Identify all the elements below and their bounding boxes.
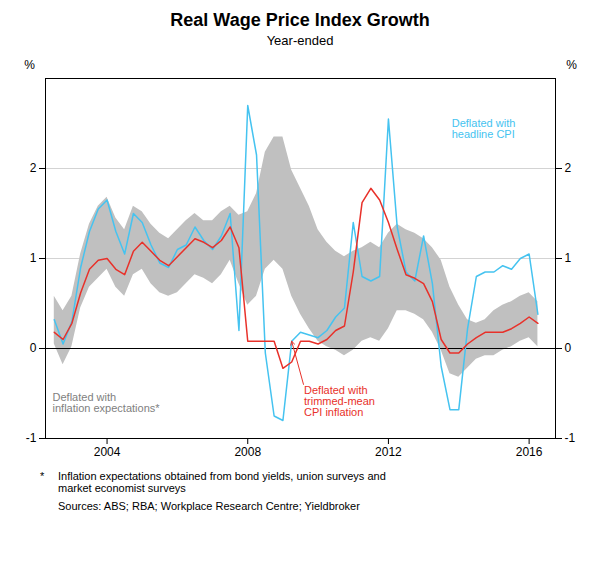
svg-text:Deflated withtrimmed-meanCPI i: Deflated withtrimmed-meanCPI inflation — [304, 384, 375, 418]
html-text:Inflation expectations obtaine: Inflation expectations obtained from bon… — [58, 470, 386, 494]
svg-text:-1: -1 — [26, 431, 37, 445]
svg-text:Deflated withheadline CPI: Deflated withheadline CPI — [452, 117, 516, 140]
svg-text:%: % — [24, 58, 35, 72]
svg-text:2008: 2008 — [234, 445, 261, 459]
svg-text:1: 1 — [30, 251, 37, 265]
svg-text:%: % — [566, 58, 577, 72]
svg-text:Deflated withinflation expecta: Deflated withinflation expectations* — [53, 391, 161, 414]
html-text:Year-ended: Year-ended — [266, 33, 334, 48]
svg-text:0: 0 — [565, 341, 572, 355]
svg-text:1: 1 — [565, 251, 572, 265]
svg-text:2: 2 — [30, 161, 37, 175]
html-text:Real Wage Price Index Growth: Real Wage Price Index Growth — [170, 10, 430, 30]
html-text:Sources: ABS; RBA; Workplace R: Sources: ABS; RBA; Workplace Research Ce… — [58, 500, 360, 512]
svg-text:0: 0 — [30, 341, 37, 355]
svg-text:2004: 2004 — [94, 445, 121, 459]
svg-text:-1: -1 — [565, 431, 576, 445]
svg-text:2012: 2012 — [375, 445, 402, 459]
svg-text:2: 2 — [565, 161, 572, 175]
svg-text:2016: 2016 — [516, 445, 543, 459]
